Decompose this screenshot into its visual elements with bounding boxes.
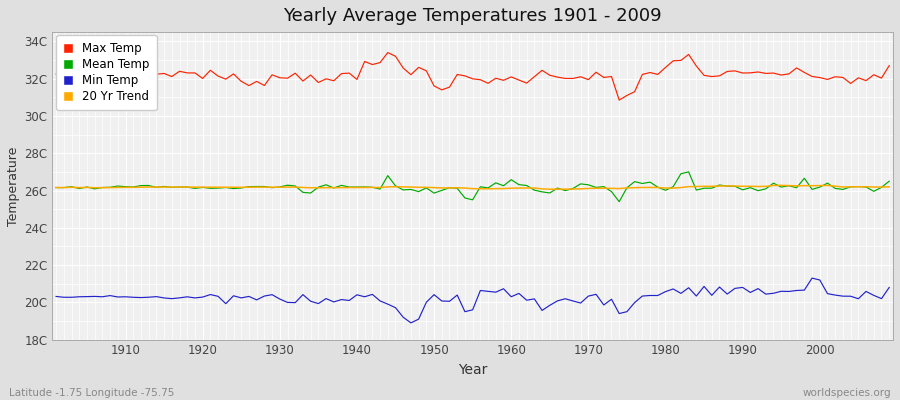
Legend: Max Temp, Mean Temp, Min Temp, 20 Yr Trend: Max Temp, Mean Temp, Min Temp, 20 Yr Tre…	[57, 35, 157, 110]
Y-axis label: Temperature: Temperature	[7, 146, 20, 226]
Text: worldspecies.org: worldspecies.org	[803, 388, 891, 398]
X-axis label: Year: Year	[458, 363, 487, 377]
Text: Latitude -1.75 Longitude -75.75: Latitude -1.75 Longitude -75.75	[9, 388, 175, 398]
Title: Yearly Average Temperatures 1901 - 2009: Yearly Average Temperatures 1901 - 2009	[284, 7, 662, 25]
